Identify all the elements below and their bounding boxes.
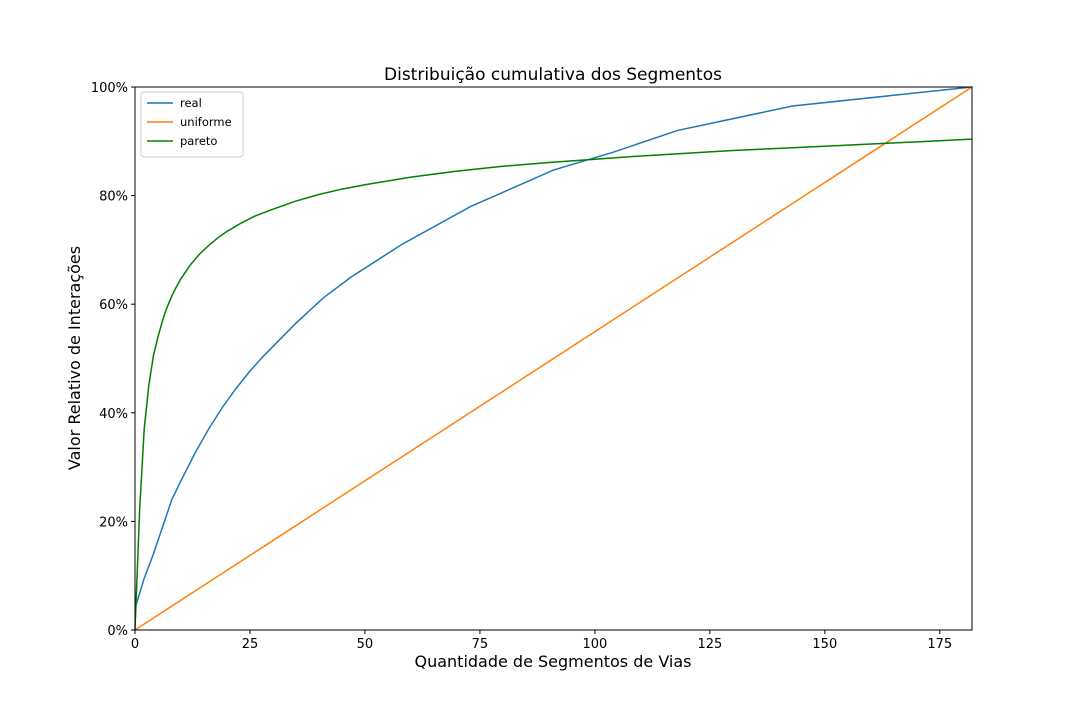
x-tick-label: 0 [131,637,139,652]
x-tick-label: 100 [582,637,607,652]
series-line-real [134,86,973,609]
y-axis-ticks: 0% 20% 40% 60% 80% 100% [91,81,135,639]
plot-frame [134,86,973,631]
legend-label-real: real [180,96,202,110]
x-axis-ticks: 0 25 50 75 100 125 150 175 [131,630,952,652]
y-tick-label: 40% [99,407,128,422]
y-tick-label: 0% [107,624,128,639]
y-tick-label: 60% [99,298,128,313]
x-tick-label: 75 [472,637,489,652]
x-tick-label: 50 [357,637,374,652]
x-tick-label: 25 [242,637,259,652]
y-tick-label: 80% [99,190,128,205]
x-axis-label: Quantidade de Segmentos de Vias [414,652,691,671]
series-line-uniforme [134,86,973,631]
series-line-pareto [134,138,973,631]
legend-label-uniforme: uniforme [180,115,232,129]
x-tick-label: 125 [697,637,722,652]
chart-title: Distribuição cumulativa dos Segmentos [384,65,722,85]
x-tick-label: 150 [812,637,837,652]
y-tick-label: 100% [91,81,128,96]
series-layer [134,86,973,631]
y-axis-label: Valor Relativo de Interações [65,246,84,470]
y-tick-label: 20% [99,515,128,530]
plot-area [134,86,973,631]
legend-label-pareto: pareto [180,134,217,148]
x-tick-label: 175 [927,637,952,652]
legend: real uniforme pareto [140,91,244,158]
